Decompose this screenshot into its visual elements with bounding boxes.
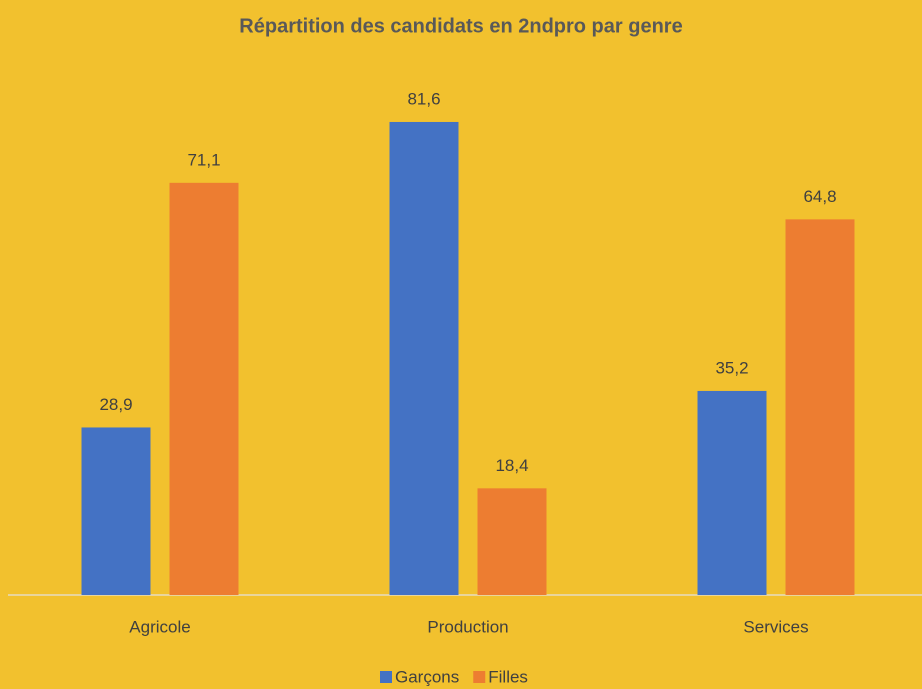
data-label: 64,8 [803, 187, 836, 206]
data-label: 35,2 [715, 358, 748, 377]
bar [389, 121, 459, 596]
data-label: 18,4 [495, 456, 528, 475]
legend-swatch [380, 671, 392, 683]
legend-label: Filles [488, 667, 528, 686]
legend-swatch [473, 671, 486, 683]
data-label: 81,6 [407, 89, 440, 108]
bar [81, 427, 151, 595]
x-tick-label: Agricole [129, 617, 190, 636]
bar [477, 488, 547, 595]
data-label: 71,1 [187, 150, 220, 169]
x-tick-label: Services [743, 617, 808, 636]
data-label: 28,9 [99, 395, 132, 414]
bar [785, 219, 855, 595]
bar [697, 390, 767, 595]
x-tick-label: Production [427, 617, 508, 636]
bar [169, 182, 239, 595]
legend-label: Garçons [395, 667, 459, 686]
chart-title: Répartition des candidats en 2ndpro par … [239, 15, 682, 37]
